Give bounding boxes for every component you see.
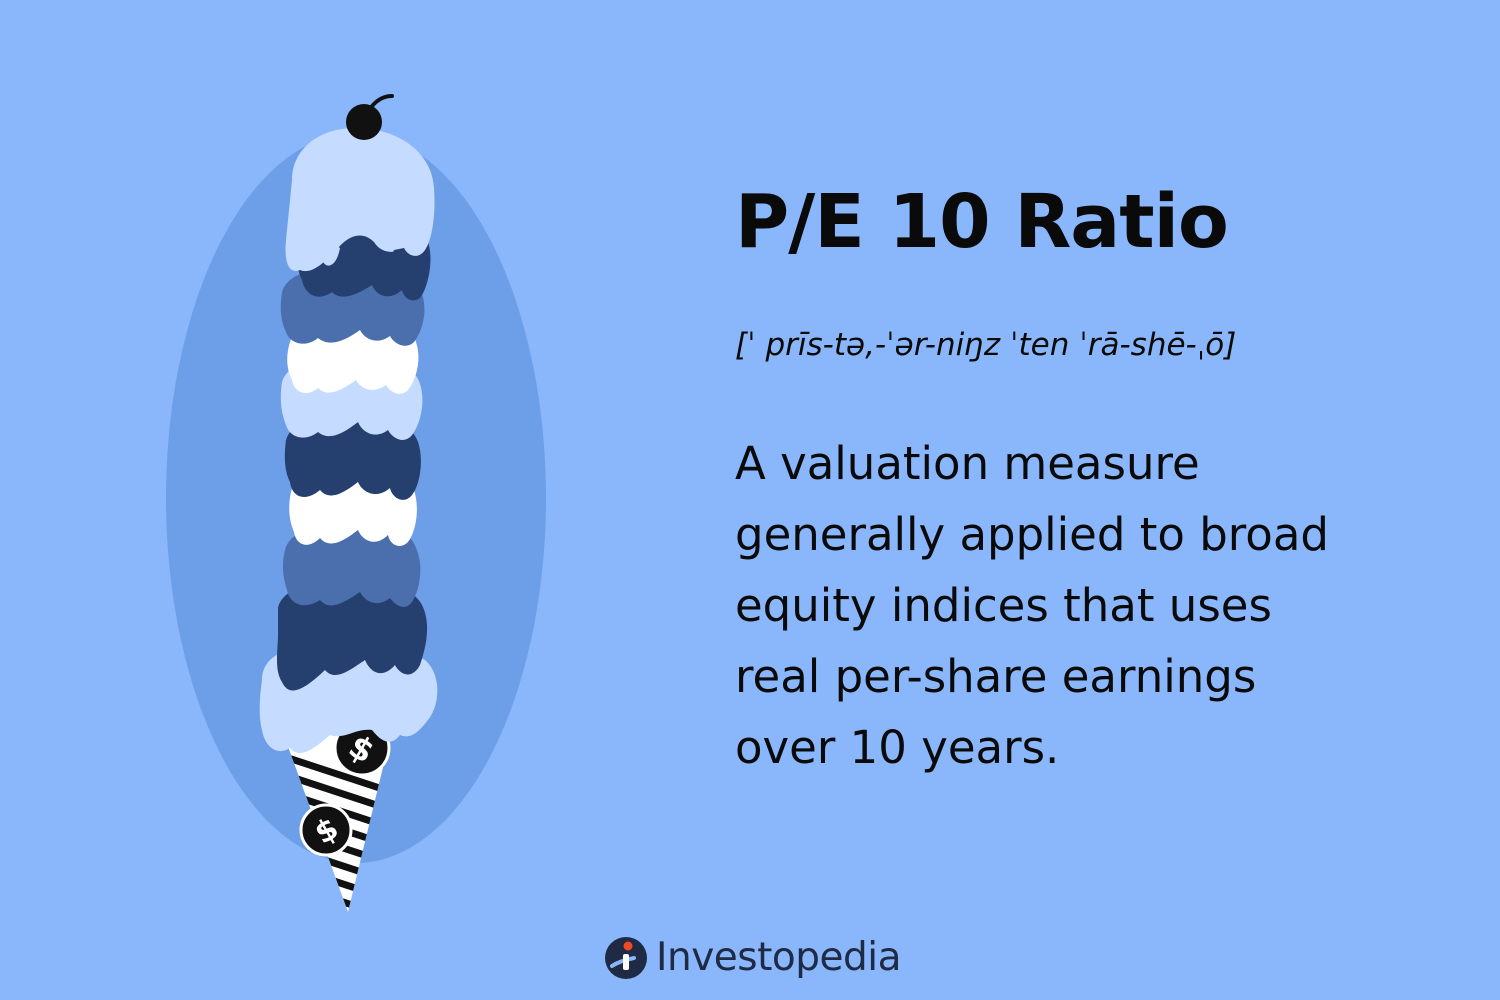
definition-line: A valuation measure (735, 437, 1200, 490)
cherry-icon (346, 94, 394, 140)
definition-line: over 10 years. (735, 721, 1060, 774)
definition: A valuation measure generally applied to… (735, 428, 1455, 783)
term-title: P/E 10 Ratio (735, 179, 1229, 265)
definition-line: real per-share earnings (735, 650, 1257, 703)
pronunciation: [ˈ prīs-tə,-ˈər-niŋz ˈten ˈrā-shē-ˌō] (735, 327, 1237, 363)
definition-line: generally applied to broad (735, 508, 1329, 561)
ice-cream-cone-icon: $ $ (166, 94, 546, 912)
investopedia-logo-icon (605, 937, 647, 979)
ice-cream-cone-illustration: $ $ (150, 80, 570, 930)
brand-name: Investopedia (656, 935, 902, 980)
scoop-stack (259, 128, 438, 753)
brand-logo: Investopedia (604, 930, 902, 986)
definition-line: equity indices that uses (735, 579, 1272, 632)
